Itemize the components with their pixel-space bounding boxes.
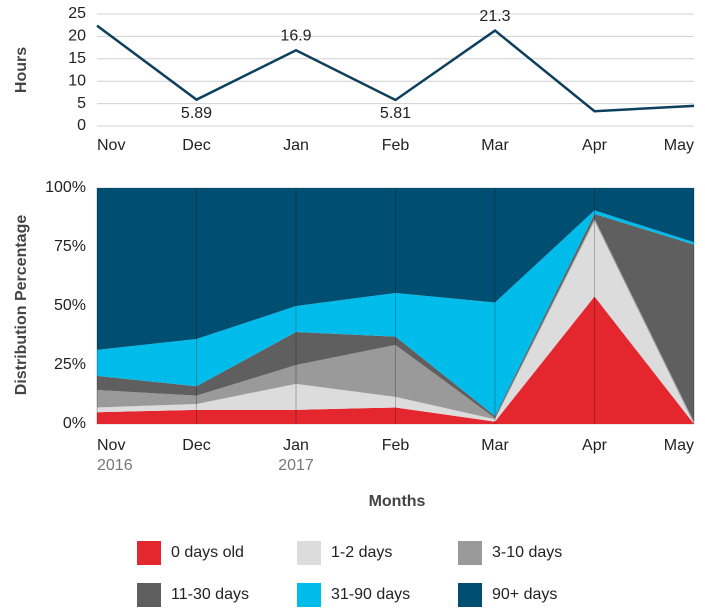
x-tick-label: Apr <box>582 137 608 154</box>
area <box>97 210 694 416</box>
x-tick-label: Mar <box>481 137 509 154</box>
x-tick-label: May <box>664 437 694 454</box>
legend-swatch <box>458 583 482 607</box>
legend-label: 11-30 days <box>171 586 249 603</box>
legend-label: 31-90 days <box>331 586 410 603</box>
y-axis-label: Hours <box>13 47 30 93</box>
x-tick-sublabel: 2016 <box>97 457 133 474</box>
data-label: 5.89 <box>181 105 212 122</box>
x-tick-label: Jan <box>283 437 309 454</box>
y-tick-label: 50% <box>54 297 86 314</box>
y-tick-label: 10 <box>68 72 86 89</box>
x-tick-label: May <box>664 137 694 154</box>
y-tick-label: 15 <box>68 50 86 67</box>
x-tick-label: Feb <box>382 137 410 154</box>
x-tick-label: Dec <box>182 437 210 454</box>
area <box>97 188 694 350</box>
y-tick-label: 25 <box>68 5 86 22</box>
legend-swatch <box>297 583 321 607</box>
area <box>97 296 694 424</box>
x-tick-label: Nov <box>97 137 125 154</box>
x-axis-label: Months <box>369 493 426 510</box>
x-tick-label: Dec <box>182 137 210 154</box>
y-tick-label: 75% <box>54 238 86 255</box>
x-tick-sublabel: 2017 <box>278 457 314 474</box>
legend-swatch <box>137 541 161 565</box>
x-tick-label: Feb <box>382 437 410 454</box>
y-tick-label: 5 <box>77 95 86 112</box>
line <box>96 24 695 113</box>
x-tick-label: Nov <box>97 437 125 454</box>
legend-label: 3-10 days <box>492 544 562 561</box>
area <box>97 213 694 422</box>
x-tick-label: Jan <box>283 137 309 154</box>
x-tick-label: Mar <box>481 437 509 454</box>
y-tick-label: 20 <box>68 28 86 45</box>
x-tick-label: Apr <box>582 437 608 454</box>
legend-label: 0 days old <box>171 544 244 561</box>
legend-label: 90+ days <box>492 586 557 603</box>
legend-swatch <box>297 541 321 565</box>
y-tick-label: 0% <box>63 415 86 432</box>
legend-label: 1-2 days <box>331 544 392 561</box>
y-tick-label: 25% <box>54 356 86 373</box>
data-label: 16.9 <box>280 28 311 45</box>
legend-swatch <box>458 541 482 565</box>
y-axis-label: Distribution Percentage <box>13 215 30 396</box>
data-label: 5.81 <box>380 105 411 122</box>
area <box>97 218 694 424</box>
data-label: 21.3 <box>479 8 510 25</box>
legend-swatch <box>137 583 161 607</box>
y-tick-label: 0 <box>77 117 86 134</box>
y-tick-label: 100% <box>45 179 86 196</box>
